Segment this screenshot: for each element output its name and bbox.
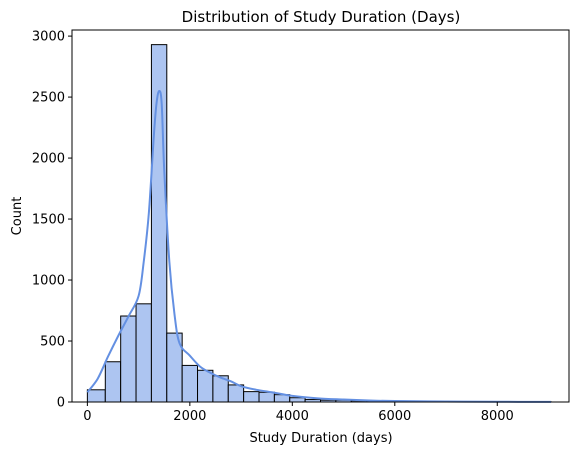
x-tick-label: 0	[83, 409, 91, 424]
histogram-bar	[181, 364, 199, 403]
histogram-bar	[258, 391, 275, 403]
x-tick-label: 8000	[481, 409, 514, 424]
histogram-bar	[227, 384, 245, 403]
y-axis-label: Count	[10, 197, 25, 236]
histogram-bar	[104, 361, 122, 403]
x-axis-label: Study Duration (days)	[249, 431, 392, 446]
histogram-bar	[135, 303, 152, 403]
histogram-bar	[243, 391, 260, 403]
y-tick-label: 1500	[32, 213, 65, 228]
y-tick-label: 1000	[32, 274, 65, 289]
kde-line	[86, 89, 552, 403]
plot-area	[86, 44, 552, 403]
x-tick-label: 6000	[378, 409, 411, 424]
y-tick-label: 3000	[32, 30, 65, 45]
histogram-bar	[197, 369, 214, 403]
x-axis-ticks: 0 2000 4000 6000 8000	[83, 402, 514, 424]
plot-frame	[71, 29, 570, 403]
y-tick-label: 2500	[32, 91, 65, 106]
chart-title: Distribution of Study Duration (Days)	[182, 8, 461, 26]
y-tick-label: 2000	[32, 152, 65, 167]
y-tick-label: 0	[57, 396, 65, 411]
histogram-bar	[86, 389, 106, 403]
histogram-bar	[289, 397, 306, 403]
histogram-bar	[150, 44, 168, 403]
x-tick-label: 4000	[276, 409, 309, 424]
y-tick-label: 500	[40, 335, 65, 350]
x-tick-label: 2000	[173, 409, 206, 424]
y-axis-ticks: 0 500 1000 1500 2000 2500 3000	[32, 30, 72, 411]
